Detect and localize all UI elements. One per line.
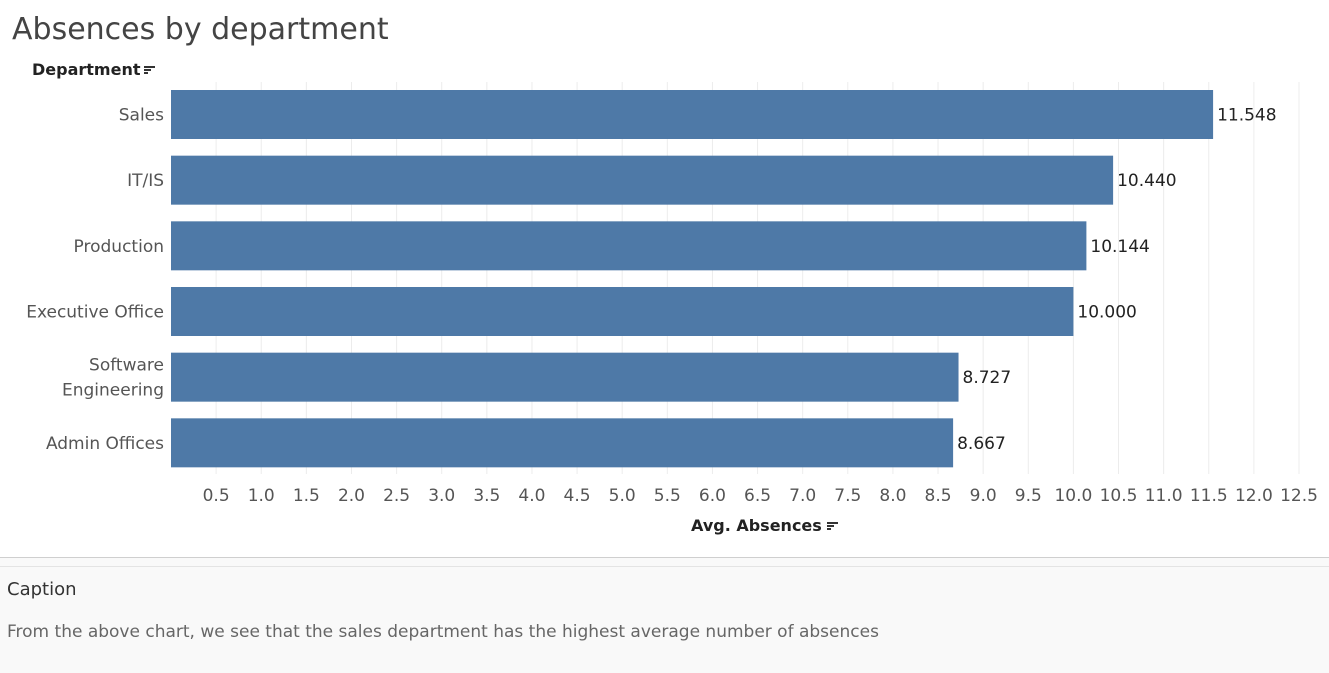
sort-icon[interactable]	[144, 65, 156, 74]
x-tick-label: 9.0	[970, 486, 997, 506]
x-tick-label: 10.5	[1100, 486, 1138, 506]
x-tick-label: 8.5	[925, 486, 952, 506]
department-header[interactable]: Department	[32, 60, 156, 79]
x-tick-label: 5.5	[654, 486, 681, 506]
data-label: 11.548	[1217, 106, 1276, 126]
x-tick-label: 11.5	[1190, 486, 1228, 506]
category-label: Sales	[119, 106, 164, 126]
category-label: Production	[74, 237, 164, 257]
x-tick-label: 12.5	[1280, 486, 1318, 506]
department-header-label: Department	[32, 60, 141, 79]
x-tick-label: 1.0	[248, 486, 275, 506]
bar-chart: 0.5 1.0 1.5 2.0 2.5 3.0 3.5 4.0 4.5 5.0 5.5 6.0 6.5 7…	[26, 82, 1318, 506]
x-tick-label: 11.0	[1145, 486, 1183, 506]
x-tick-label: 2.0	[338, 486, 365, 506]
bar	[171, 90, 1214, 139]
x-tick-label: 7.5	[834, 486, 861, 506]
caption-pane: Caption From the above chart, we see tha…	[0, 557, 1329, 673]
bar	[171, 287, 1074, 336]
x-tick-label: 3.0	[428, 486, 455, 506]
sort-icon[interactable]	[826, 521, 838, 530]
bar	[171, 221, 1087, 271]
x-tick-label: 6.5	[744, 486, 771, 506]
bar	[171, 155, 1114, 205]
x-tick-label: 4.5	[564, 486, 591, 506]
data-label: 8.727	[963, 368, 1012, 388]
x-tick-label: 7.0	[789, 486, 816, 506]
x-tick-label: 0.5	[203, 486, 230, 506]
x-tick-label: 8.0	[879, 486, 906, 506]
bar	[171, 352, 959, 402]
caption-text: From the above chart, we see that the sa…	[7, 622, 879, 642]
chart-title: Absences by department	[12, 12, 389, 47]
x-tick-label: 9.5	[1015, 486, 1042, 506]
data-label: 10.144	[1090, 237, 1149, 257]
x-tick-label: 6.0	[699, 486, 726, 506]
caption-title: Caption	[7, 579, 77, 600]
category-label: Software	[89, 356, 164, 376]
x-tick-label: 12.0	[1235, 486, 1273, 506]
data-label: 10.440	[1117, 171, 1176, 191]
category-label: Engineering	[62, 381, 164, 401]
data-label: 8.667	[957, 434, 1006, 454]
x-tick-label: 4.0	[518, 486, 545, 506]
x-tick-label: 1.5	[293, 486, 320, 506]
x-tick-label: 5.0	[609, 486, 636, 506]
bar	[171, 418, 954, 468]
category-label: IT/IS	[127, 171, 164, 191]
x-tick-label: 3.5	[473, 486, 500, 506]
data-label: 10.000	[1077, 303, 1136, 323]
category-label: Executive Office	[26, 303, 164, 323]
category-label: Admin Offices	[46, 434, 164, 454]
x-tick-label: 2.5	[383, 486, 410, 506]
x-axis-title[interactable]: Avg. Absences	[691, 516, 838, 535]
x-tick-label: 10.0	[1054, 486, 1092, 506]
x-axis-title-label: Avg. Absences	[691, 516, 822, 535]
